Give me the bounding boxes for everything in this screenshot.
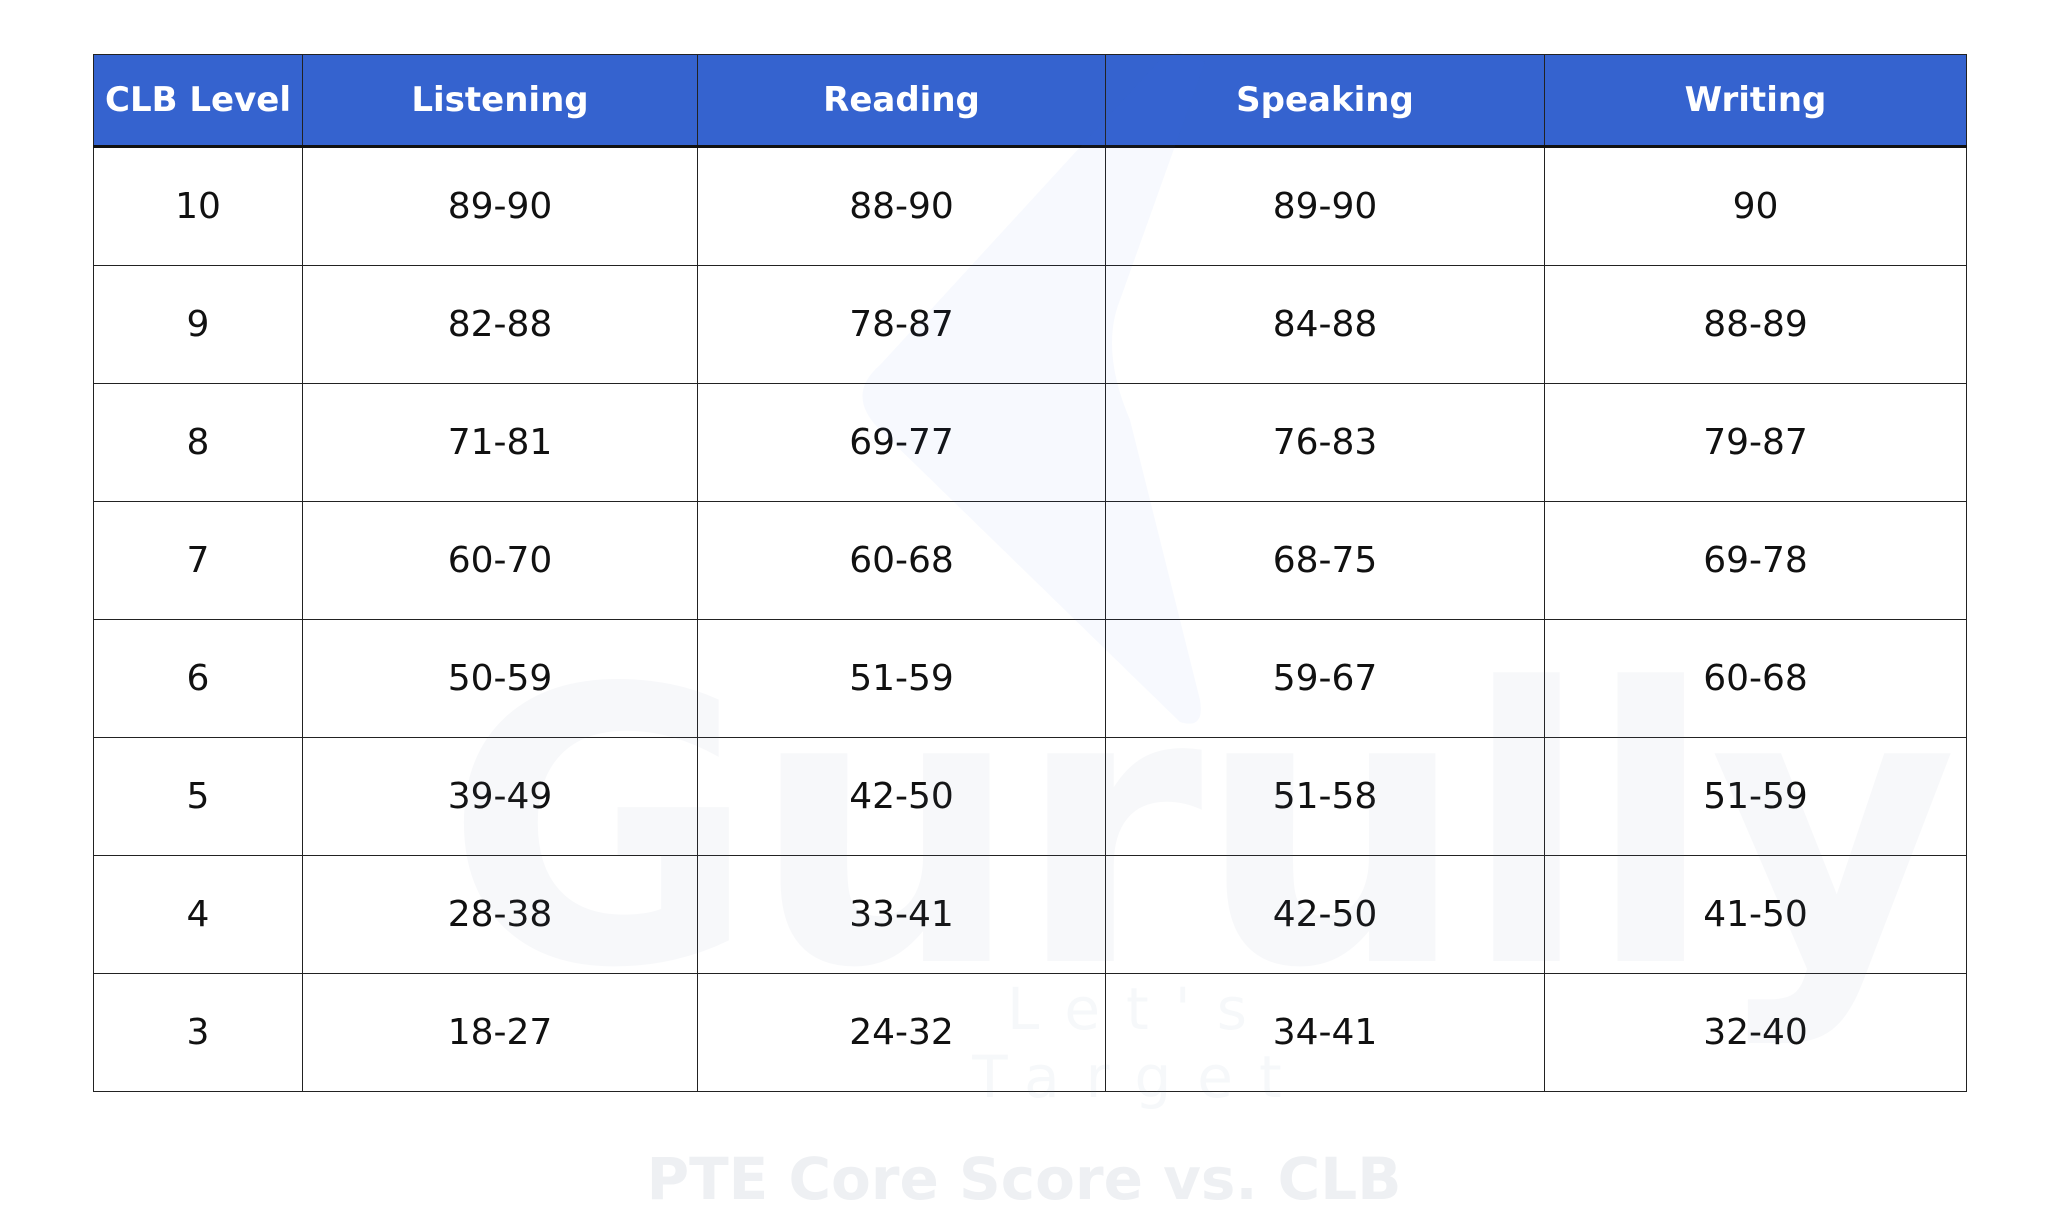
table-row: 10 89-90 88-90 89-90 90 — [93, 146, 1967, 266]
cell-writing: 69-78 — [1544, 501, 1967, 620]
cell-listening: 60-70 — [302, 501, 698, 620]
table-header-row: CLB Level Listening Reading Speaking Wri… — [93, 54, 1967, 148]
cell-reading: 60-68 — [697, 501, 1106, 620]
cell-reading: 51-59 — [697, 619, 1106, 738]
cell-clb-level: 10 — [93, 146, 303, 266]
cell-speaking: 89-90 — [1105, 146, 1545, 266]
cell-writing: 32-40 — [1544, 973, 1967, 1092]
cell-reading: 69-77 — [697, 383, 1106, 502]
column-header-speaking: Speaking — [1105, 54, 1545, 148]
cell-listening: 39-49 — [302, 737, 698, 856]
cell-speaking: 76-83 — [1105, 383, 1545, 502]
cell-reading: 42-50 — [697, 737, 1106, 856]
column-header-clb-level: CLB Level — [93, 54, 303, 148]
cell-speaking: 59-67 — [1105, 619, 1545, 738]
cell-speaking: 68-75 — [1105, 501, 1545, 620]
cell-clb-level: 4 — [93, 855, 303, 974]
table-row: 3 18-27 24-32 34-41 32-40 — [93, 973, 1967, 1092]
table-row: 7 60-70 60-68 68-75 69-78 — [93, 501, 1967, 620]
cell-clb-level: 7 — [93, 501, 303, 620]
cell-writing: 41-50 — [1544, 855, 1967, 974]
cell-clb-level: 3 — [93, 973, 303, 1092]
cell-writing: 51-59 — [1544, 737, 1967, 856]
cell-speaking: 34-41 — [1105, 973, 1545, 1092]
table-row: 4 28-38 33-41 42-50 41-50 — [93, 855, 1967, 974]
table-caption: PTE Core Score vs. CLB — [646, 1145, 1402, 1213]
cell-reading: 88-90 — [697, 146, 1106, 266]
table-row: 6 50-59 51-59 59-67 60-68 — [93, 619, 1967, 738]
table-row: 5 39-49 42-50 51-58 51-59 — [93, 737, 1967, 856]
cell-listening: 28-38 — [302, 855, 698, 974]
cell-writing: 79-87 — [1544, 383, 1967, 502]
cell-writing: 60-68 — [1544, 619, 1967, 738]
cell-speaking: 84-88 — [1105, 265, 1545, 384]
column-header-reading: Reading — [697, 54, 1106, 148]
cell-listening: 89-90 — [302, 146, 698, 266]
clb-score-table: CLB Level Listening Reading Speaking Wri… — [93, 54, 1967, 1092]
cell-speaking: 42-50 — [1105, 855, 1545, 974]
table-row: 9 82-88 78-87 84-88 88-89 — [93, 265, 1967, 384]
cell-clb-level: 6 — [93, 619, 303, 738]
cell-reading: 33-41 — [697, 855, 1106, 974]
cell-reading: 78-87 — [697, 265, 1106, 384]
cell-listening: 82-88 — [302, 265, 698, 384]
cell-listening: 50-59 — [302, 619, 698, 738]
cell-writing: 90 — [1544, 146, 1967, 266]
cell-writing: 88-89 — [1544, 265, 1967, 384]
cell-speaking: 51-58 — [1105, 737, 1545, 856]
column-header-writing: Writing — [1544, 54, 1967, 148]
cell-clb-level: 8 — [93, 383, 303, 502]
cell-clb-level: 9 — [93, 265, 303, 384]
cell-listening: 18-27 — [302, 973, 698, 1092]
cell-reading: 24-32 — [697, 973, 1106, 1092]
cell-listening: 71-81 — [302, 383, 698, 502]
column-header-listening: Listening — [302, 54, 698, 148]
table-row: 8 71-81 69-77 76-83 79-87 — [93, 383, 1967, 502]
cell-clb-level: 5 — [93, 737, 303, 856]
